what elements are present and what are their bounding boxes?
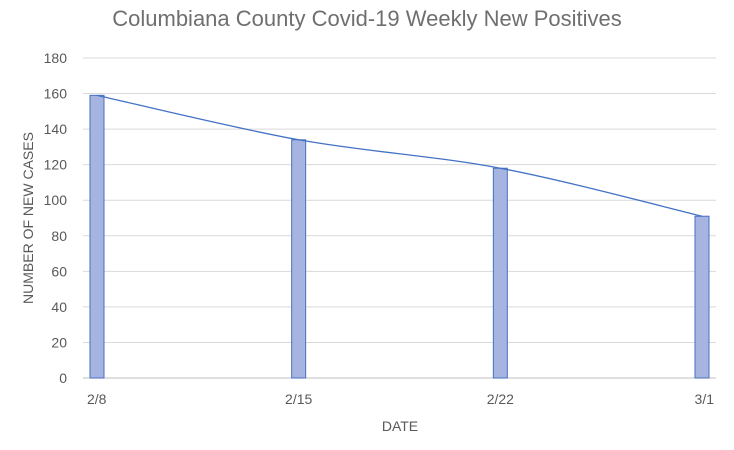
y-tick-label: 20: [51, 334, 67, 350]
x-axis-title: DATE: [382, 418, 418, 434]
y-tick-label: 180: [44, 50, 68, 66]
trend-line-group: [96, 94, 703, 217]
y-tick-label: 40: [51, 299, 67, 315]
bar: [291, 139, 307, 379]
x-tick-label: 2/15: [285, 391, 312, 407]
grid-lines: [83, 57, 716, 379]
y-axis-ticks: 0 20 40 60 80 100 120 140 160 180: [44, 50, 68, 386]
x-tick-label: 2/22: [487, 391, 514, 407]
y-axis-title: NUMBER OF NEW CASES: [20, 132, 36, 304]
bars: [89, 94, 710, 379]
x-tick-label: 2/8: [87, 391, 107, 407]
y-tick-label: 100: [44, 192, 68, 208]
bar: [89, 94, 105, 379]
bar: [694, 215, 710, 379]
y-tick-label: 140: [44, 121, 68, 137]
y-tick-label: 0: [59, 370, 67, 386]
trend-line: [96, 94, 703, 217]
y-tick-label: 80: [51, 228, 67, 244]
y-tick-label: 160: [44, 86, 68, 102]
y-tick-label: 60: [51, 263, 67, 279]
bar: [492, 167, 508, 379]
chart-title: Columbiana County Covid-19 Weekly New Po…: [112, 6, 622, 31]
x-tick-label: 3/1: [695, 391, 715, 407]
y-tick-label: 120: [44, 157, 68, 173]
x-axis-ticks: 2/8 2/15 2/22 3/1: [87, 391, 714, 407]
